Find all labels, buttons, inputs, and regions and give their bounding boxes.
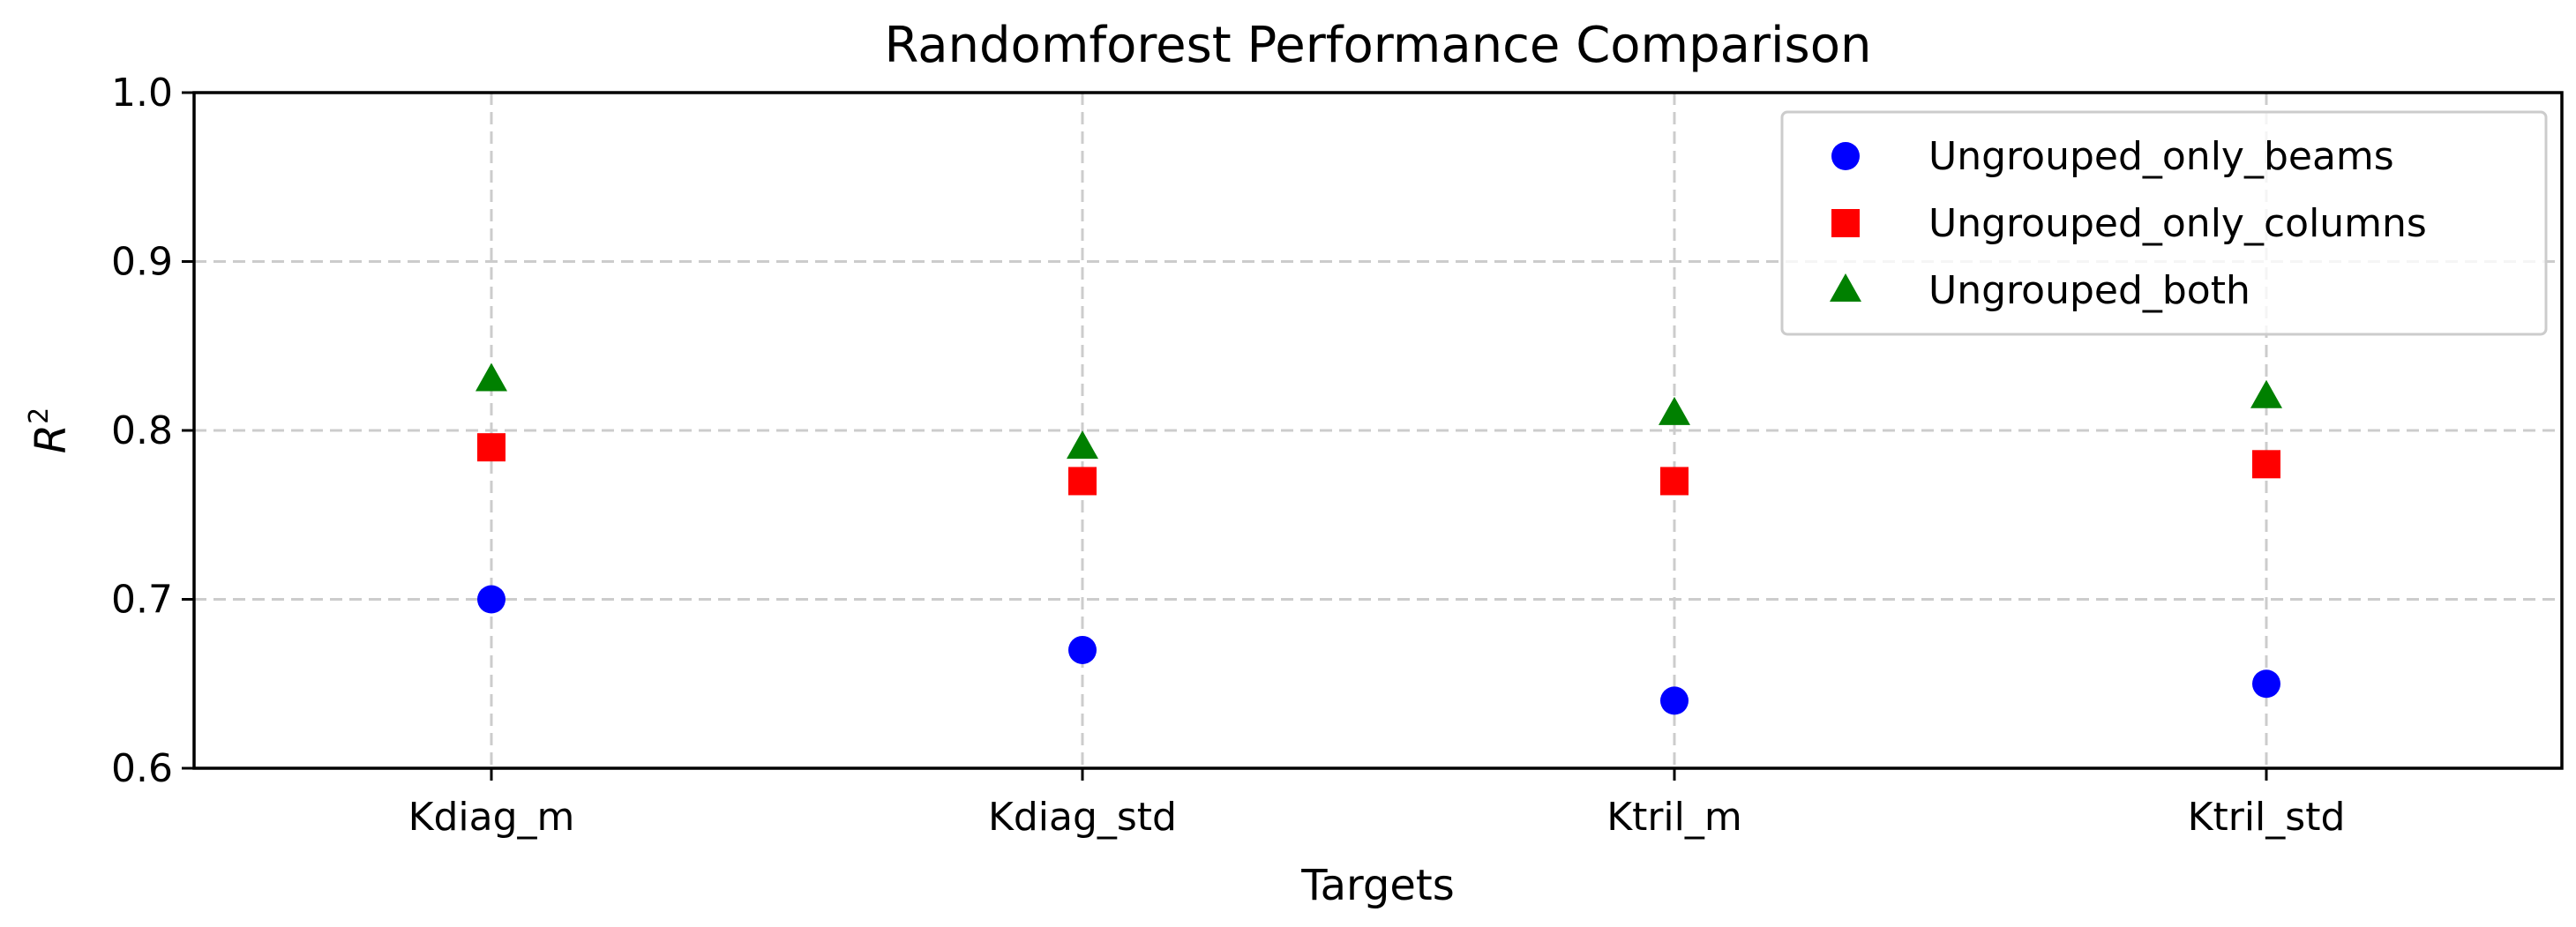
legend-marker-triangle <box>1830 273 1861 302</box>
y-axis-label-sup: 2 <box>24 407 55 424</box>
legend-label: Ungrouped_both <box>1928 268 2250 313</box>
x-tick-label: Kdiag_m <box>408 795 575 840</box>
legend-marker-circle <box>1831 142 1860 170</box>
marks-layer <box>476 363 2282 715</box>
data-point-circle <box>2252 669 2280 699</box>
x-tick-label: Ktril_m <box>1606 795 1742 840</box>
data-point-triangle <box>2250 379 2282 408</box>
legend-box <box>1780 110 2548 336</box>
legend: Ungrouped_only_beams Ungrouped_only_colum… <box>1780 110 2548 336</box>
data-point-triangle <box>476 363 507 392</box>
data-point-square <box>1660 467 1689 496</box>
data-point-triangle <box>1067 430 1098 460</box>
x-axis-label: Targets <box>1300 861 1455 910</box>
x-tick-label: Kdiag_std <box>988 795 1177 840</box>
y-tick-label: 0.6 <box>111 746 173 791</box>
data-point-circle <box>1660 686 1689 715</box>
y-tick-label: 1.0 <box>111 71 173 116</box>
data-point-square <box>477 433 505 462</box>
ticks-layer: Kdiag_m Kdiag_std Ktril_m Ktril_std 0.6 0.7 0.… <box>111 71 2345 840</box>
legend-label: Ungrouped_only_beams <box>1928 134 2394 179</box>
y-tick-label: 0.8 <box>111 408 173 453</box>
legend-marker-square <box>1831 209 1860 237</box>
y-axis-label: R2 <box>24 407 76 453</box>
chart-title: Randomforest Performance Comparison <box>885 17 1872 74</box>
y-axis-label-base: R <box>26 424 76 453</box>
y-tick-label: 0.7 <box>111 578 173 623</box>
legend-label: Ungrouped_only_columns <box>1928 201 2427 246</box>
data-point-circle <box>477 585 505 614</box>
data-point-square <box>2252 450 2280 479</box>
data-point-square <box>1068 467 1097 496</box>
x-tick-label: Ktril_std <box>2188 795 2346 840</box>
data-point-circle <box>1068 635 1097 664</box>
y-tick-label: 0.9 <box>111 240 173 285</box>
data-point-triangle <box>1659 396 1690 425</box>
